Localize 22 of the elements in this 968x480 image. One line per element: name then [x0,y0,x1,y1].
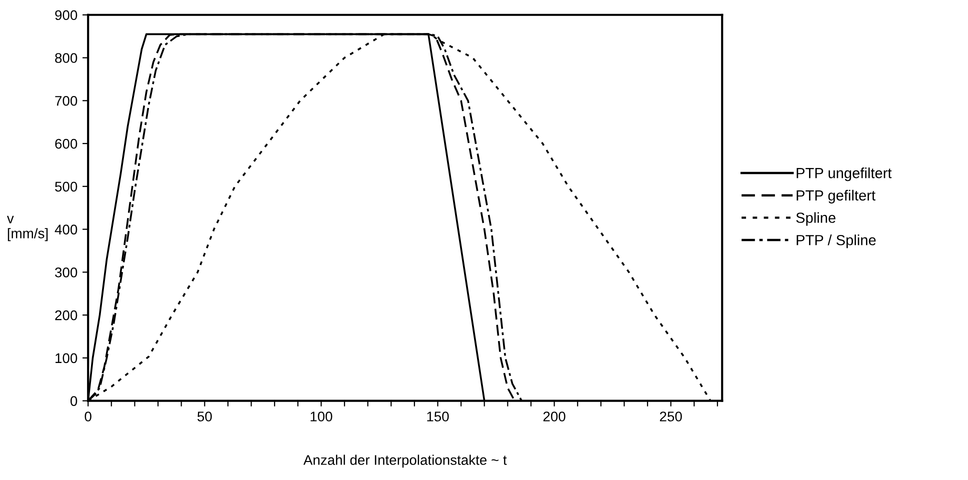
x-tick-label: 0 [84,412,92,422]
y-tick-label: 700 [55,96,78,106]
y-tick-label: 900 [55,10,78,20]
y-tick-label: 800 [55,53,78,63]
y-tick-label: 400 [54,224,78,234]
legend-label: Spline [796,212,836,226]
legend-label: PTP gefiltert [796,190,876,204]
y-tick-label: 100 [56,353,78,364]
x-tick-label: 200 [543,412,566,422]
x-tick-label: 100 [310,412,332,422]
x-tick-label: 50 [197,412,212,422]
legend-label: PTP / Spline [796,234,876,248]
y-tick-label: 0 [70,396,78,406]
x-axis-title: Anzahl der Interpolationstakte ~ t [303,454,507,468]
y-tick-label: 300 [55,267,78,278]
x-tick-label: 150 [427,412,449,422]
y-tick-label: 200 [55,310,78,320]
y-tick-label: 600 [55,138,78,149]
x-tick-label: 250 [660,412,682,422]
y-axis-title: v [mm/s] [6,216,48,242]
legend-label: PTP ungefiltert [796,168,892,182]
y-tick-label: 500 [55,182,78,192]
